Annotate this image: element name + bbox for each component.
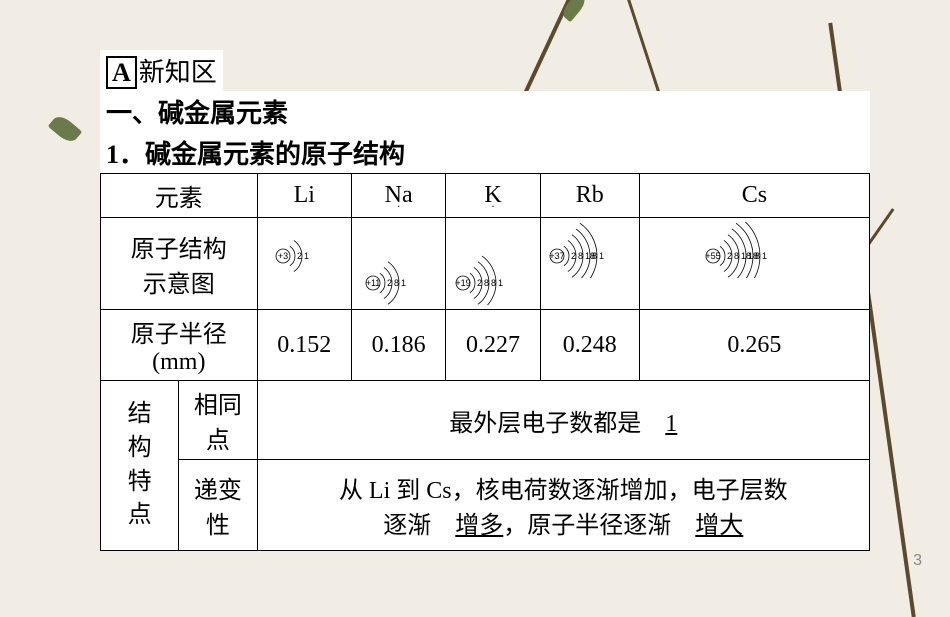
svg-text:2: 2 <box>297 251 302 261</box>
atom-diagram-cell: ·+192881 <box>446 218 540 310</box>
row-header-diagram: 原子结构 示意图 <box>101 218 258 310</box>
svg-text:8: 8 <box>734 251 739 261</box>
table-row: 元素 Li Na K Rb Cs <box>101 174 870 218</box>
element-cell: Rb <box>540 174 639 218</box>
same-point-text: 最外层电子数都是 1 <box>257 381 869 460</box>
svg-text:1: 1 <box>762 251 767 261</box>
radius-cell: 0.186 <box>351 310 445 381</box>
text-underline: 1 <box>665 411 677 437</box>
table-row: 原子结构 示意图 +321 ·+11281 ·+192881 +37281881… <box>101 218 870 310</box>
radius-cell: 0.152 <box>257 310 351 381</box>
atom-diagram-cell: +3 21 <box>257 218 351 310</box>
row-header-same: 相同 点 <box>179 381 257 460</box>
text-segment: 逐渐 <box>383 513 455 539</box>
atom-diagram-cell: ·+11281 <box>351 218 445 310</box>
text-segment: 最外层电子数都是 <box>449 411 665 437</box>
text-segment: 从 Li 到 Cs，核电荷数逐渐增加，电子层数 <box>339 478 788 504</box>
svg-text:+37: +37 <box>549 251 564 261</box>
svg-text:8: 8 <box>491 278 496 288</box>
label-a: A <box>106 56 137 89</box>
svg-text:1: 1 <box>498 278 503 288</box>
alkali-table: 元素 Li Na K Rb Cs 原子结构 示意图 +321 ·+11281 ·… <box>100 173 870 551</box>
row-header-element: 元素 <box>101 174 258 218</box>
section-tag: A新知区 <box>100 50 223 91</box>
svg-text:8: 8 <box>592 251 597 261</box>
svg-text:1: 1 <box>304 251 309 261</box>
element-cell: Li <box>257 174 351 218</box>
text-underline: 增大 <box>695 513 743 539</box>
heading-1: 一、碱金属元素 <box>100 91 870 132</box>
svg-text:8: 8 <box>755 251 760 261</box>
svg-text:1: 1 <box>599 251 604 261</box>
atom-diagram-cell: +37281881 <box>540 218 639 310</box>
heading-2: 1．碱金属元素的原子结构 <box>100 132 870 173</box>
radius-cell: 0.265 <box>639 310 869 381</box>
svg-text:+11: +11 <box>365 278 380 288</box>
radius-cell: 0.227 <box>446 310 540 381</box>
svg-text:8: 8 <box>578 251 583 261</box>
row-header-gradual: 递变 性 <box>179 460 257 551</box>
svg-text:8: 8 <box>484 278 489 288</box>
row-header-radius: 原子半径 (mm) <box>101 310 258 381</box>
page-number: 3 <box>913 552 922 570</box>
svg-text:1: 1 <box>401 278 406 288</box>
gradual-text: 从 Li 到 Cs，核电荷数逐渐增加，电子层数 逐渐 增多，原子半径逐渐 增大 <box>257 460 869 551</box>
row-header-feature: 结 构 特 点 <box>101 381 179 551</box>
text-underline: 增多 <box>455 513 503 539</box>
svg-text:+3: +3 <box>278 251 288 261</box>
title-1: 新知区 <box>139 58 217 87</box>
svg-text:2: 2 <box>571 251 576 261</box>
table-row: 结 构 特 点 相同 点 最外层电子数都是 1 <box>101 381 870 460</box>
svg-text:+19: +19 <box>455 278 470 288</box>
svg-text:2: 2 <box>727 251 732 261</box>
radius-cell: 0.248 <box>540 310 639 381</box>
svg-text:8: 8 <box>394 278 399 288</box>
atom-diagram-cell: +5528181881 <box>639 218 869 310</box>
element-cell: Cs <box>639 174 869 218</box>
text-segment: ，原子半径逐渐 <box>503 513 695 539</box>
svg-text:2: 2 <box>477 278 482 288</box>
table-row: 原子半径 (mm) 0.152 0.186 0.227 0.248 0.265 <box>101 310 870 381</box>
table-row: 递变 性 从 Li 到 Cs，核电荷数逐渐增加，电子层数 逐渐 增多，原子半径逐… <box>101 460 870 551</box>
svg-text:2: 2 <box>387 278 392 288</box>
svg-text:+55: +55 <box>706 251 721 261</box>
